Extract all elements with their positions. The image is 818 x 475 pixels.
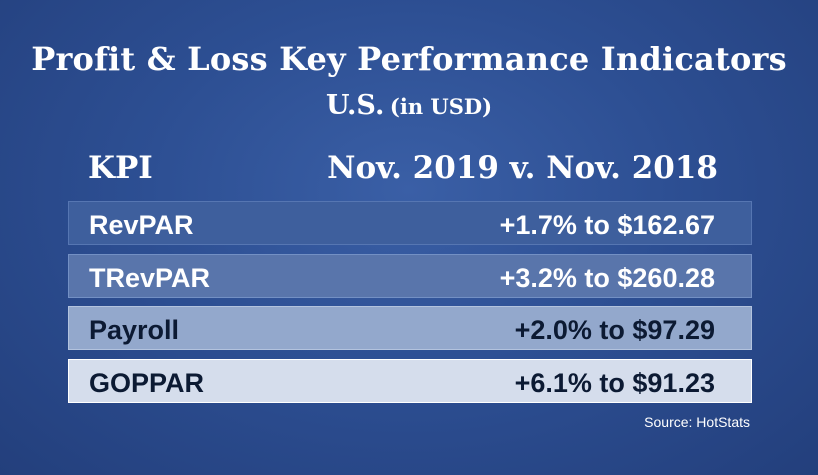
table-header: KPI Nov. 2019 v. Nov. 2018 [68,150,752,192]
kpi-value-revpar: +1.7% to $162.67 [499,210,715,240]
source-note: Source: HotStats [644,414,750,430]
header-kpi: KPI [88,150,153,186]
table-row-goppar: GOPPAR +6.1% to $91.23 [68,359,752,403]
kpi-value-payroll: +2.0% to $97.29 [514,315,715,345]
header-period: Nov. 2019 v. Nov. 2018 [327,150,718,186]
kpi-name-trevpar: TRevPAR [89,263,211,293]
chart-title: Profit & Loss Key Performance Indicators [31,40,787,78]
kpi-name-revpar: RevPAR [89,210,194,240]
table-row-trevpar: TRevPAR +3.2% to $260.28 [68,254,752,298]
subtitle-region: U.S. [325,90,385,121]
table-row-revpar: RevPAR +1.7% to $162.67 [68,201,752,245]
chart-subtitle: U.S. (in USD) [0,90,818,121]
kpi-name-payroll: Payroll [89,315,180,345]
kpi-value-trevpar: +3.2% to $260.28 [499,263,715,293]
table-row-payroll: Payroll +2.0% to $97.29 [68,306,752,350]
subtitle-unit: (in USD) [389,94,493,119]
kpi-name-goppar: GOPPAR [89,368,205,398]
kpi-value-goppar: +6.1% to $91.23 [514,368,715,398]
